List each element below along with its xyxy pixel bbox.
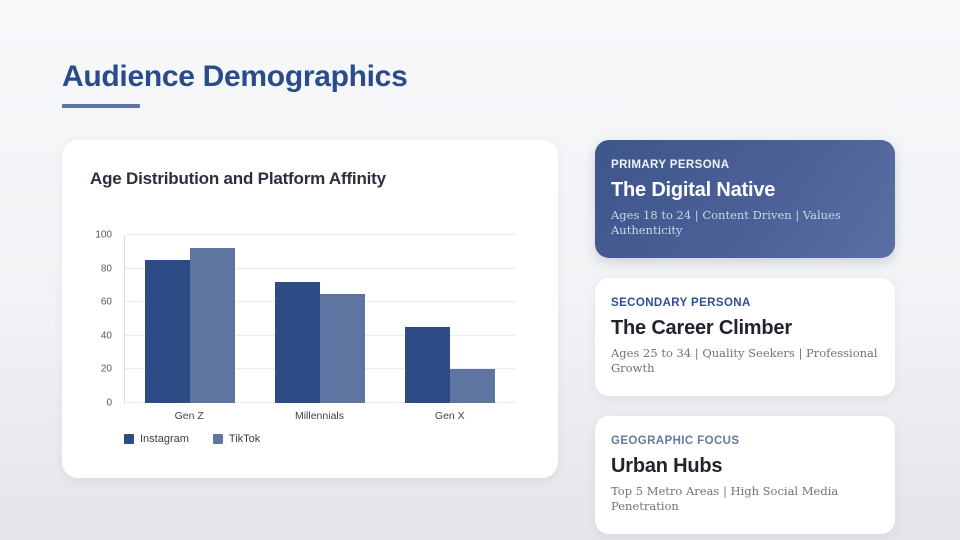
card-title: Urban Hubs — [611, 455, 723, 477]
legend-label: TikTok — [228, 433, 261, 445]
bar-tiktok-millennials — [320, 293, 365, 403]
y-tick-label: 80 — [100, 263, 112, 275]
bar-group-gen-x — [385, 235, 515, 403]
legend-label: Instagram — [140, 433, 189, 445]
title-underline — [62, 104, 140, 108]
y-tick-label: 60 — [100, 296, 112, 308]
chart-title: Age Distribution and Platform Affinity — [90, 169, 386, 188]
x-tick-label: Gen Z — [174, 410, 204, 422]
plot-area — [124, 234, 515, 403]
legend-swatch-instagram — [124, 434, 134, 444]
card-geographic-focus: GEOGRAPHIC FOCUS Urban Hubs Top 5 Metro … — [595, 416, 895, 534]
card-label: PRIMARY PERSONA — [611, 159, 730, 171]
y-tick-label: 100 — [95, 229, 112, 241]
gridline — [125, 234, 515, 235]
chart-card: Age Distribution and Platform Affinity 0… — [62, 140, 558, 478]
x-tick-label: Millennials — [294, 410, 344, 422]
page-title: Audience Demographics — [62, 60, 408, 93]
card-subtitle: Top 5 Metro Areas | High Social Media Pe… — [611, 484, 839, 513]
bar-group-gen-z — [125, 235, 255, 403]
bar-instagram-gen-z — [145, 260, 190, 403]
legend-item-tiktok: TikTok — [212, 433, 261, 445]
legend-swatch-tiktok — [212, 434, 223, 444]
bars-row — [125, 235, 515, 403]
card-subtitle: Ages 18 to 24 | Content Driven | Values … — [611, 208, 841, 237]
bar-tiktok-gen-z — [190, 248, 235, 403]
card-label: SECONDARY PERSONA — [611, 297, 751, 309]
x-axis: Gen Z Millennials Gen X — [124, 410, 515, 422]
card-subtitle: Ages 25 to 34 | Quality Seekers | Profes… — [611, 346, 878, 375]
chart-legend: Instagram TikTok — [124, 433, 260, 445]
y-axis: 0 20 40 60 80 100 — [76, 230, 118, 409]
card-title: The Digital Native — [611, 179, 776, 201]
bar-instagram-gen-x — [405, 327, 450, 403]
card-primary-persona: PRIMARY PERSONA The Digital Native Ages … — [595, 140, 895, 258]
card-title: The Career Climber — [611, 317, 792, 339]
x-tick-label: Gen X — [434, 410, 465, 422]
card-secondary-persona: SECONDARY PERSONA The Career Climber Age… — [595, 278, 895, 396]
legend-item-instagram: Instagram — [124, 433, 189, 445]
y-tick-label: 0 — [106, 397, 112, 409]
bar-tiktok-gen-x — [450, 369, 495, 403]
y-tick-label: 20 — [100, 363, 112, 375]
bar-instagram-millennials — [275, 282, 320, 403]
bar-group-millennials — [255, 235, 385, 403]
card-label: GEOGRAPHIC FOCUS — [611, 435, 740, 447]
y-tick-label: 40 — [100, 330, 112, 342]
gridline — [125, 267, 515, 269]
